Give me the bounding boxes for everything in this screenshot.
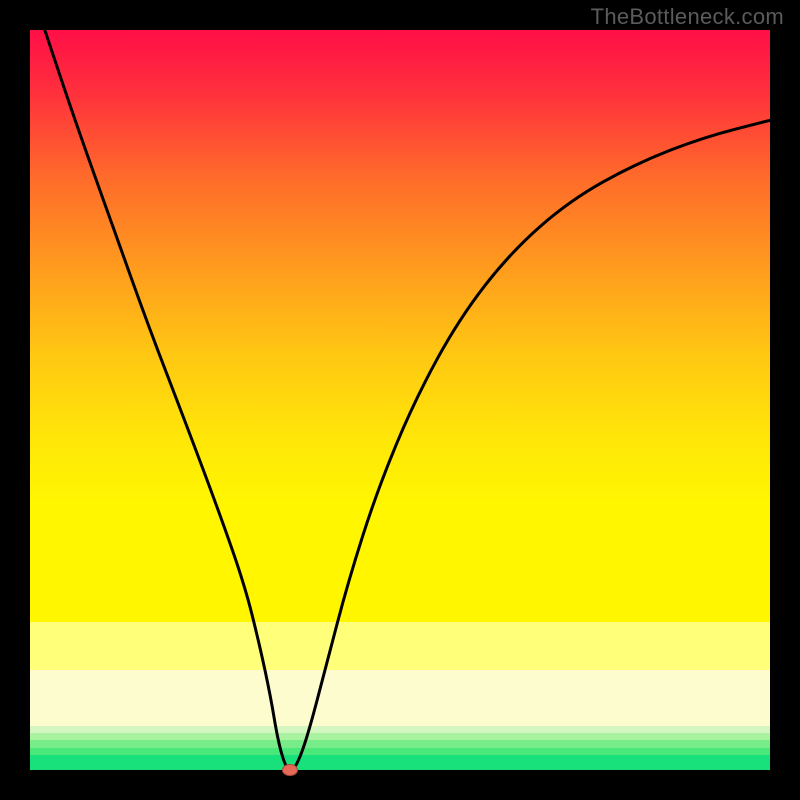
color-band (30, 740, 770, 747)
color-band (30, 726, 770, 733)
plot-area (30, 30, 770, 770)
color-band (30, 733, 770, 740)
color-band (30, 622, 770, 670)
color-band (30, 670, 770, 726)
gradient-background (30, 30, 770, 622)
optimum-marker (282, 764, 298, 776)
color-band (30, 748, 770, 755)
watermark-text: TheBottleneck.com (591, 4, 784, 30)
color-band (30, 755, 770, 770)
